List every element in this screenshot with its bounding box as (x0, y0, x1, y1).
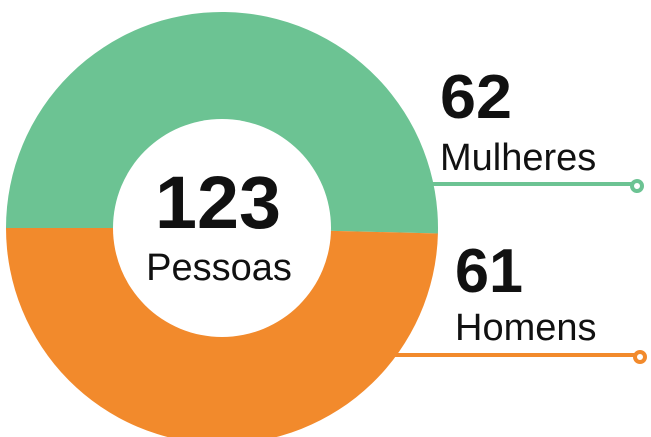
value-label: 61 (455, 237, 523, 306)
leader-dot (633, 350, 647, 364)
category-label: Mulheres (440, 137, 596, 179)
center-value: 123 (155, 161, 281, 244)
leader-dot (630, 179, 644, 193)
center-label: Pessoas (146, 247, 292, 289)
value-label: 62 (440, 63, 512, 132)
donut-hole (113, 119, 331, 337)
category-label: Homens (455, 307, 597, 349)
